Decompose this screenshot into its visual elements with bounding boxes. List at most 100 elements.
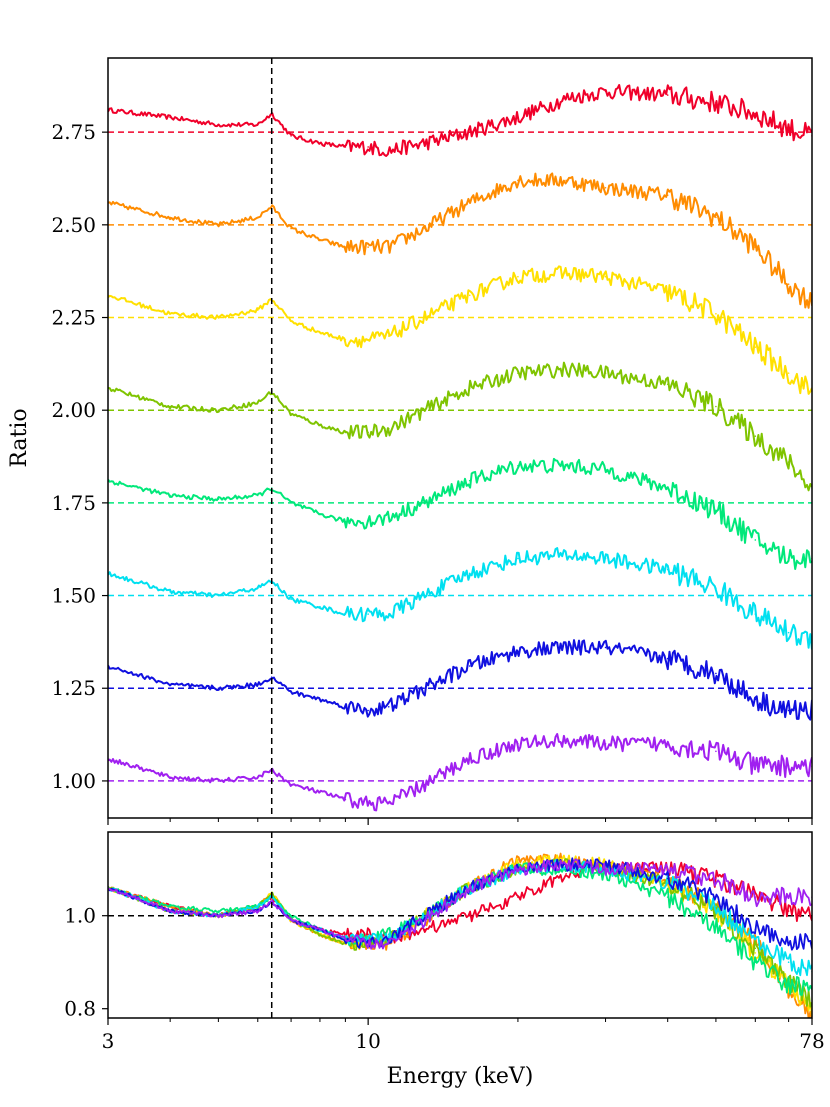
top-panel: 1.00 1.25 1.50 1.75 2.00 2.25 2.50 2.75 [51,57,813,825]
data-point [468,665,471,667]
x-tick-label: 10 [355,1029,380,1053]
series-line-4 [108,457,812,570]
bottom-panel: 0.8 1.0 3 10 78 [64,831,825,1053]
data-point [517,275,519,278]
data-point [217,910,220,912]
data-point [787,896,790,898]
data-point [754,246,757,248]
series-line-3 [108,361,812,492]
data-point [290,919,292,922]
data-point [367,938,369,940]
data-point [290,691,292,693]
data-point [256,910,259,912]
data-point [319,142,321,145]
x-axis-label: Energy (keV) [387,1064,534,1089]
data-point [424,227,426,230]
data-point [787,984,790,987]
data-point [169,776,171,779]
data-point [604,372,607,374]
y-tick-label: 2.25 [51,306,96,330]
y-tick-label: 1.0 [64,904,96,928]
data-point [387,516,390,519]
data-point [290,413,292,415]
data-point [344,431,347,434]
data-point [468,479,471,482]
data-point [367,802,369,804]
data-point [754,346,757,348]
data-point [715,750,717,753]
data-point [367,709,369,712]
data-point [468,131,471,133]
data-point [169,910,171,912]
data-point [169,905,171,908]
data-point [666,743,669,745]
data-point [217,316,220,319]
data-point [754,896,757,898]
data-point [754,928,757,931]
series-line-6 [108,639,812,721]
data-point [715,896,717,898]
data-point [517,896,519,898]
data-point [387,802,390,804]
data-point [754,952,757,954]
data-point [787,557,790,560]
y-tick-label: 1.75 [51,491,96,515]
data-point [754,765,757,767]
data-point [424,783,426,786]
data-point [715,313,717,315]
data-point [715,405,717,408]
data-point [666,657,669,660]
data-point [517,650,519,652]
data-point [565,97,567,100]
data-point [565,646,567,649]
data-point [666,568,669,571]
data-point [169,313,171,315]
data-point [468,887,471,889]
data-point [367,520,369,523]
data-point [319,424,321,426]
data-point [517,372,519,374]
data-point [367,933,369,936]
y-axis-label: Ratio [7,408,32,467]
y-tick-label: 0.8 [64,997,96,1021]
data-point [604,743,607,745]
series-line-7 [108,858,812,950]
data-point [169,405,171,408]
data-point [787,910,790,912]
data-point [256,216,259,219]
data-point [344,613,347,615]
data-point [715,672,717,675]
plot-frame [107,831,813,1019]
x-tick-label: 3 [102,1029,115,1053]
data-point [217,687,220,690]
data-point [387,149,390,152]
data-point [344,338,347,341]
data-point [565,465,567,467]
data-point [256,776,259,779]
x-tick-label: 78 [799,1029,824,1053]
series-line-4 [108,862,812,996]
data-point [468,914,471,917]
data-point [666,882,669,884]
y-tick-label: 2.75 [51,120,96,144]
data-point [754,698,757,701]
data-point [787,765,790,767]
data-point [604,186,607,189]
data-point [387,613,390,615]
data-point [754,613,757,615]
data-point [424,502,426,504]
data-point [424,928,426,931]
data-point [290,320,292,323]
data-point [565,739,567,741]
data-point [367,942,369,945]
y-tick-label: 2.00 [51,398,96,422]
data-point [217,594,220,597]
data-point [290,598,292,601]
data-point [169,116,171,119]
data-point [319,933,321,936]
data-point [424,914,426,917]
series-line-5 [108,858,812,977]
data-point [468,201,471,204]
data-point [517,743,519,745]
